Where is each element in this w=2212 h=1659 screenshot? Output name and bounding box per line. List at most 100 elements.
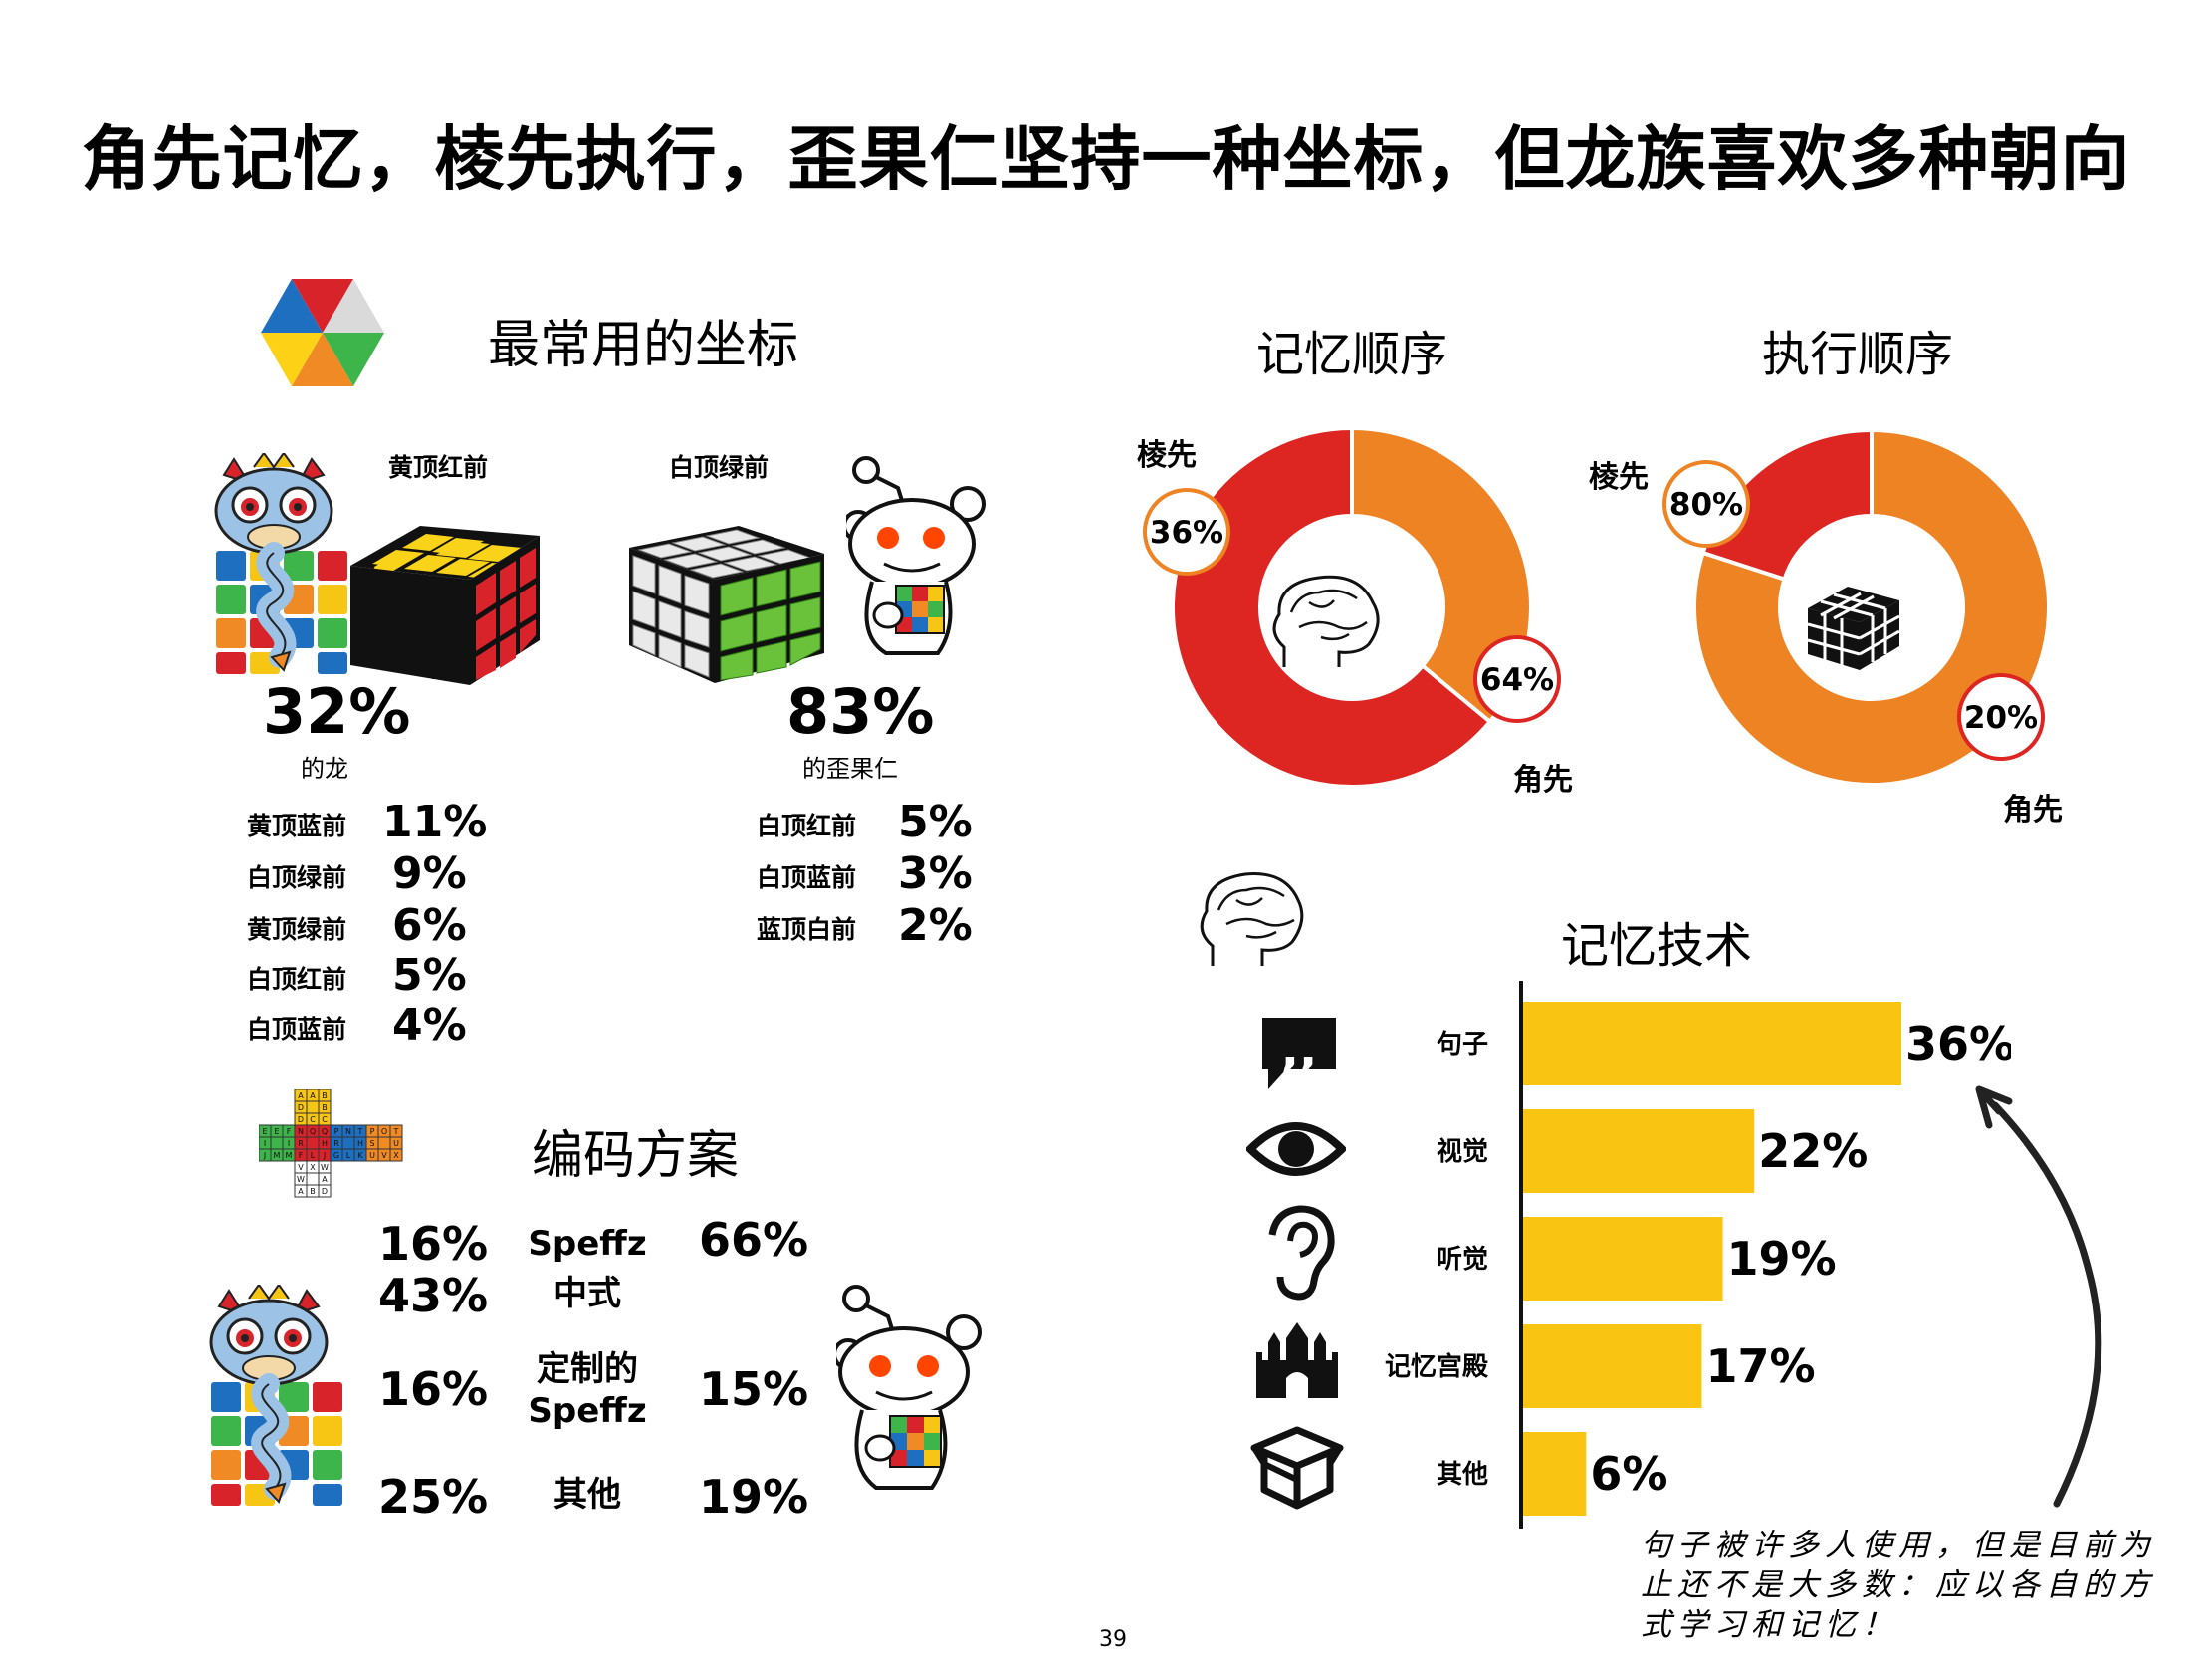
encoding-dragon-pct: 43% bbox=[378, 1269, 489, 1322]
orientation-hex-icon bbox=[261, 279, 384, 386]
speffz-letter: D bbox=[322, 1187, 328, 1196]
speffz-sticker bbox=[306, 1172, 320, 1186]
speffz-sticker bbox=[389, 1148, 403, 1162]
speffz-letter: R bbox=[298, 1139, 304, 1148]
speffz-letter: A bbox=[298, 1091, 304, 1100]
annotation-line: 止还不是大多数：应以各自的方 bbox=[1641, 1567, 2156, 1603]
speffz-letter: T bbox=[357, 1127, 363, 1136]
speffz-letter: B bbox=[322, 1103, 328, 1112]
speffz-letter: N bbox=[298, 1127, 304, 1136]
speffz-letter: L bbox=[311, 1151, 316, 1160]
reddit-alien-mascot bbox=[836, 1285, 982, 1490]
memory-technique-title: 记忆技术 bbox=[1561, 918, 1753, 974]
speffz-letter: E bbox=[262, 1127, 267, 1136]
execution-order-donut: 80% 20% bbox=[1662, 427, 2051, 787]
bar-value-label: 6% bbox=[1590, 1447, 1667, 1501]
speffz-letter: W bbox=[321, 1163, 329, 1172]
memory-order-title: 记忆顺序 bbox=[1256, 327, 1448, 382]
speffz-letter: V bbox=[381, 1151, 387, 1160]
list-item-label: 黄顶蓝前 bbox=[247, 812, 347, 840]
speffz-letter: Q bbox=[322, 1127, 328, 1136]
bar-category-label: 其他 bbox=[1437, 1460, 1488, 1490]
encoding-dragon-pct: 16% bbox=[378, 1217, 489, 1271]
speffz-letter: U bbox=[393, 1139, 399, 1148]
donut-value-label: 36% bbox=[1150, 515, 1223, 551]
speffz-letter: Q bbox=[310, 1127, 316, 1136]
encoding-reddit-pct: 15% bbox=[699, 1362, 809, 1416]
bar-category-label: 听觉 bbox=[1437, 1245, 1488, 1275]
bar-value-label: 17% bbox=[1705, 1339, 1815, 1393]
reddit-alien-mascot bbox=[846, 456, 986, 655]
brain-icon bbox=[1272, 575, 1380, 667]
speffz-letter: C bbox=[322, 1115, 328, 1124]
speffz-letter: J bbox=[263, 1151, 266, 1160]
encoding-label: 其他 bbox=[553, 1475, 621, 1515]
speffz-letter: F bbox=[287, 1127, 292, 1136]
list-item-label: 黄顶绿前 bbox=[247, 915, 347, 944]
bar-category-label: 视觉 bbox=[1437, 1137, 1488, 1167]
speffz-letter: P bbox=[334, 1127, 339, 1136]
speffz-letter: K bbox=[357, 1151, 363, 1160]
cube-icon bbox=[1807, 587, 1900, 670]
encoding-heading: 编码方案 bbox=[532, 1126, 740, 1186]
list-item-label: 白顶红前 bbox=[247, 965, 347, 994]
speffz-letter: M bbox=[274, 1151, 281, 1160]
list-item-label: 白顶红前 bbox=[757, 812, 857, 840]
speffz-letter: H bbox=[322, 1139, 328, 1148]
bar-category-label: 记忆宫殿 bbox=[1385, 1351, 1488, 1382]
palace-icon bbox=[1256, 1322, 1338, 1398]
speffz-letter: O bbox=[381, 1127, 387, 1136]
speffz-letter: A bbox=[310, 1091, 316, 1100]
bar-value-label: 36% bbox=[1905, 1017, 2011, 1070]
bar-value-label: 22% bbox=[1758, 1124, 1868, 1178]
list-item-value: 6% bbox=[392, 900, 467, 951]
donut-value-badge bbox=[1473, 635, 1561, 723]
encoding-label: 定制的 Speffz bbox=[518, 1348, 657, 1432]
eye-icon bbox=[1246, 1122, 1346, 1176]
dragon-top-label: 黄顶红前 bbox=[388, 453, 489, 482]
donut-value-badge bbox=[1662, 460, 1750, 548]
speffz-letter: N bbox=[345, 1127, 351, 1136]
speffz-letter: E bbox=[274, 1127, 279, 1136]
brain-icon bbox=[1200, 872, 1304, 966]
cube-white-top-green-front bbox=[629, 526, 824, 683]
encoding-label-line: Speffz bbox=[528, 1391, 647, 1431]
bar bbox=[1523, 1324, 1702, 1408]
memory-order-donut: 36% 64% bbox=[1143, 425, 1561, 789]
encoding-label: 中式 bbox=[553, 1274, 621, 1313]
speffz-letter: U bbox=[369, 1151, 375, 1160]
encoding-reddit-pct: 66% bbox=[699, 1213, 809, 1267]
list-item-value: 11% bbox=[382, 797, 488, 847]
encoding-label: Speffz bbox=[528, 1224, 647, 1264]
encoding-dragon-pct: 25% bbox=[378, 1470, 489, 1524]
quote-icon: ,, bbox=[1262, 1018, 1336, 1089]
reddit-caption: 的歪果仁 bbox=[802, 755, 898, 783]
speffz-letter: G bbox=[333, 1151, 339, 1160]
speffz-letter: I bbox=[264, 1139, 266, 1148]
speffz-letter: M bbox=[286, 1151, 293, 1160]
reddit-top-label: 白顶绿前 bbox=[669, 453, 770, 482]
speffz-letter: T bbox=[393, 1127, 399, 1136]
list-item-label: 白顶绿前 bbox=[247, 863, 347, 892]
ear-icon bbox=[1268, 1205, 1335, 1301]
list-item-label: 蓝顶白前 bbox=[757, 915, 857, 944]
encoding-dragon-pct: 16% bbox=[378, 1362, 489, 1416]
box-icon bbox=[1250, 1426, 1344, 1510]
page-number: 39 bbox=[1099, 1627, 1127, 1652]
donut-value-label: 64% bbox=[1480, 662, 1554, 698]
speffz-letter: B bbox=[310, 1187, 316, 1196]
speffz-letter: I bbox=[288, 1139, 290, 1148]
donut-slice bbox=[1171, 425, 1493, 789]
speffz-letter: W bbox=[297, 1175, 305, 1184]
bar bbox=[1523, 1002, 1901, 1085]
speffz-letter: R bbox=[333, 1139, 339, 1148]
dragon-mascot bbox=[209, 1285, 342, 1506]
donut-value-label: 20% bbox=[1964, 700, 2038, 736]
list-item-value: 4% bbox=[392, 1000, 467, 1051]
donut-slice bbox=[1692, 427, 2051, 787]
bar-value-label: 19% bbox=[1727, 1232, 1837, 1286]
dragon-main-pct: 32% bbox=[263, 675, 411, 748]
donut-value-badge bbox=[1143, 488, 1230, 576]
page-title: 角先记忆，棱先执行，歪果仁坚持一种坐标，但龙族喜欢多种朝向 bbox=[81, 118, 2131, 200]
svg-text:,,: ,, bbox=[1281, 1022, 1317, 1077]
